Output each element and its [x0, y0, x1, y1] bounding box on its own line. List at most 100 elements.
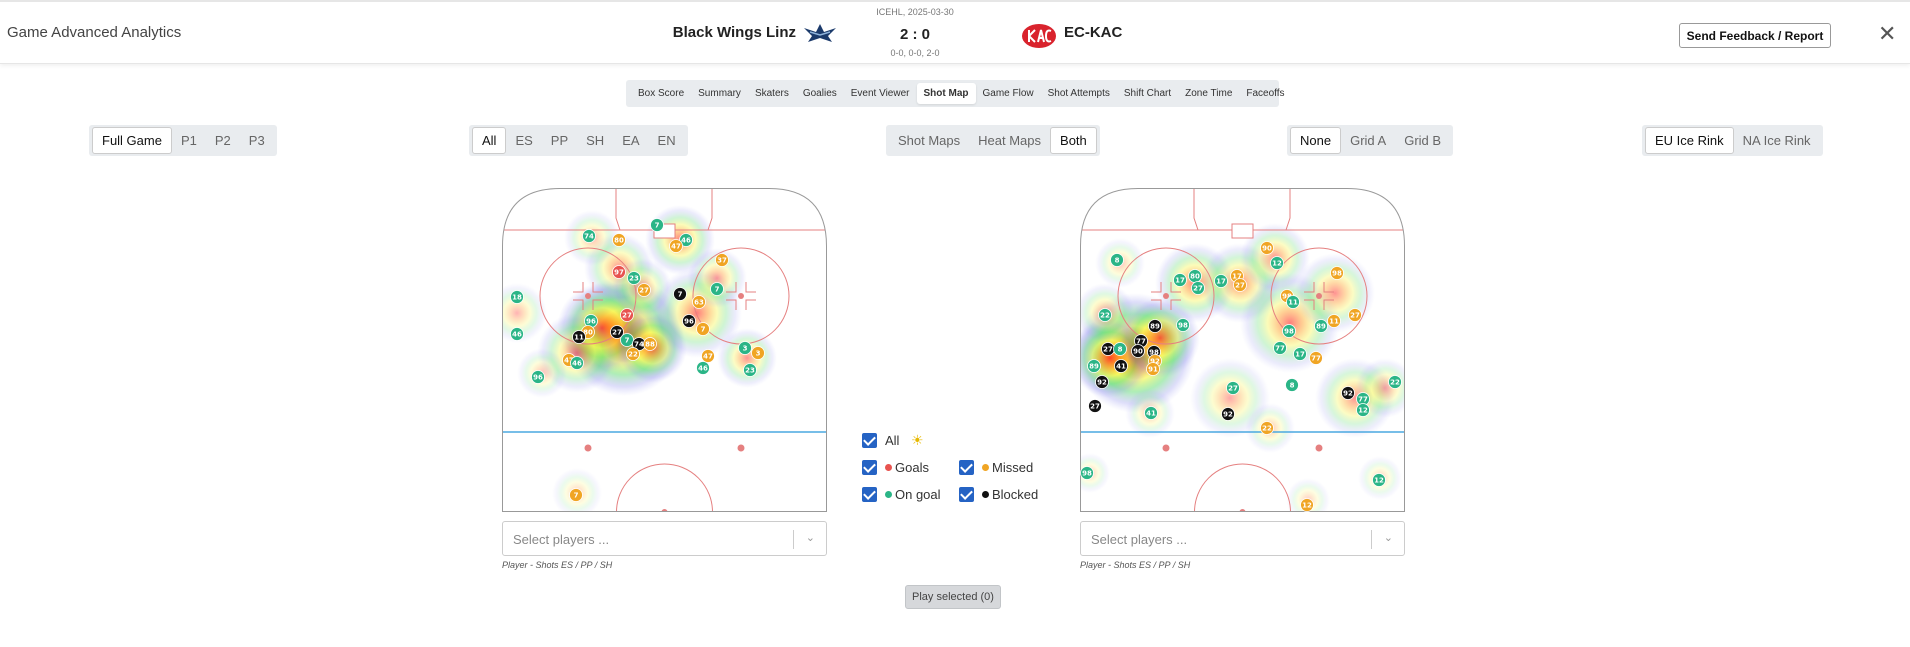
play-selected-button[interactable]: Play selected (0): [905, 585, 1001, 609]
tab-box-score[interactable]: Box Score: [638, 88, 685, 99]
shot-goal-marker[interactable]: 97: [612, 265, 626, 279]
shot-on-goal-marker[interactable]: 11: [1286, 295, 1300, 309]
tab-game-flow[interactable]: Game Flow: [982, 88, 1034, 99]
grid-grid-a-button[interactable]: Grid A: [1350, 133, 1387, 148]
shot-on-goal-marker[interactable]: 41: [1144, 406, 1158, 420]
chevron-down-icon[interactable]: ⌄: [1383, 532, 1393, 544]
shot-blocked-marker[interactable]: 27: [1088, 399, 1102, 413]
shot-on-goal-marker[interactable]: 27: [1226, 381, 1240, 395]
shot-on-goal-marker[interactable]: 89: [1314, 319, 1328, 333]
away-shot-map[interactable]: 8 90 12 98 17 80 27 17 17 27 98 11 11 27 22 89 98 98 89 77 2…: [1080, 188, 1405, 512]
shot-missed-marker[interactable]: 47: [669, 239, 683, 253]
shot-missed-marker[interactable]: 3: [751, 346, 765, 360]
shot-on-goal-marker[interactable]: 89: [1087, 359, 1101, 373]
tab-skaters[interactable]: Skaters: [754, 88, 789, 99]
shot-on-goal-marker[interactable]: 8: [1285, 378, 1299, 392]
shot-on-goal-marker[interactable]: 77: [1273, 341, 1287, 355]
shot-on-goal-marker[interactable]: 7: [710, 282, 724, 296]
goals-checkbox[interactable]: [862, 460, 877, 475]
shot-missed-marker[interactable]: 22: [626, 347, 640, 361]
shot-blocked-marker[interactable]: 27: [1101, 342, 1115, 356]
close-icon[interactable]: ✕: [1878, 21, 1897, 46]
shot-on-goal-marker[interactable]: 46: [510, 327, 524, 341]
shot-blocked-marker[interactable]: 92: [1341, 386, 1355, 400]
map-heat-maps-button[interactable]: Heat Maps: [978, 133, 1042, 148]
shot-missed-marker[interactable]: 27: [1233, 278, 1247, 292]
tab-faceoffs[interactable]: Faceoffs: [1246, 88, 1285, 99]
shot-missed-marker[interactable]: 88: [643, 337, 657, 351]
tab-shift-chart[interactable]: Shift Chart: [1123, 88, 1172, 99]
shot-missed-marker[interactable]: 90: [1260, 241, 1274, 255]
shot-on-goal-marker[interactable]: 8: [1110, 253, 1124, 267]
shot-missed-marker[interactable]: 98: [1330, 266, 1344, 280]
shot-missed-marker[interactable]: 11: [1327, 314, 1341, 328]
shot-on-goal-marker[interactable]: 17: [1293, 347, 1307, 361]
map-both-button[interactable]: Both: [1050, 127, 1097, 154]
shot-missed-marker[interactable]: 47: [701, 349, 715, 363]
shot-on-goal-marker[interactable]: 7: [650, 218, 664, 232]
shot-missed-marker[interactable]: 27: [1348, 308, 1362, 322]
tab-goalies[interactable]: Goalies: [802, 88, 837, 99]
shot-on-goal-marker[interactable]: 8: [1113, 342, 1127, 356]
shot-missed-marker[interactable]: 7: [696, 322, 710, 336]
shot-on-goal-marker[interactable]: 46: [679, 233, 693, 247]
shot-missed-marker[interactable]: 91: [1146, 362, 1160, 376]
shot-missed-marker[interactable]: 63: [692, 295, 706, 309]
strength-es-button[interactable]: ES: [515, 133, 533, 148]
strength-pp-button[interactable]: PP: [550, 133, 569, 148]
shot-on-goal-marker[interactable]: 23: [627, 271, 641, 285]
period-full-game-button[interactable]: Full Game: [92, 127, 172, 154]
shot-missed-marker[interactable]: 77: [1309, 351, 1323, 365]
tab-shot-attempts[interactable]: Shot Attempts: [1047, 88, 1110, 99]
strength-en-button[interactable]: EN: [657, 133, 676, 148]
home-shot-map[interactable]: 7 74 80 46 47 37 97 23 27 7 7 63 18 27 96 96 80 11 27 7 74 88…: [502, 188, 827, 512]
missed-checkbox[interactable]: [959, 460, 974, 475]
shot-on-goal-marker[interactable]: 3: [738, 341, 752, 355]
shot-missed-marker[interactable]: 22: [1260, 421, 1274, 435]
grid-grid-b-button[interactable]: Grid B: [1404, 133, 1442, 148]
strength-sh-button[interactable]: SH: [586, 133, 605, 148]
shot-on-goal-marker[interactable]: 7: [620, 333, 634, 347]
shot-on-goal-marker[interactable]: 98: [1282, 324, 1296, 338]
shot-missed-marker[interactable]: 12: [1300, 498, 1314, 512]
all-checkbox[interactable]: [862, 433, 877, 448]
period-p2-button[interactable]: P2: [214, 133, 231, 148]
shot-on-goal-marker[interactable]: 96: [584, 314, 598, 328]
shot-on-goal-marker[interactable]: 74: [582, 229, 596, 243]
away-player-select[interactable]: Select players ... ⌄: [1080, 521, 1405, 556]
shot-on-goal-marker[interactable]: 17: [1173, 273, 1187, 287]
shot-blocked-marker[interactable]: 96: [682, 314, 696, 328]
shot-on-goal-marker[interactable]: 22: [1098, 308, 1112, 322]
shot-on-goal-marker[interactable]: 98: [1080, 466, 1094, 480]
on-goal-checkbox[interactable]: [862, 487, 877, 502]
shot-missed-marker[interactable]: 27: [637, 283, 651, 297]
shot-blocked-marker[interactable]: 89: [1148, 319, 1162, 333]
send-feedback-button[interactable]: Send Feedback / Report: [1679, 23, 1831, 48]
shot-blocked-marker[interactable]: 92: [1221, 407, 1235, 421]
shot-on-goal-marker[interactable]: 80: [1188, 269, 1202, 283]
shot-on-goal-marker[interactable]: 96: [531, 370, 545, 384]
shot-missed-marker[interactable]: 37: [715, 253, 729, 267]
shot-on-goal-marker[interactable]: 98: [1176, 318, 1190, 332]
home-player-select[interactable]: Select players ... ⌄: [502, 521, 827, 556]
shot-on-goal-marker[interactable]: 23: [743, 363, 757, 377]
blocked-checkbox[interactable]: [959, 487, 974, 502]
shot-on-goal-marker[interactable]: 46: [570, 356, 584, 370]
grid-none-button[interactable]: None: [1290, 127, 1342, 154]
shot-missed-marker[interactable]: 80: [612, 233, 626, 247]
shot-on-goal-marker[interactable]: 12: [1270, 256, 1284, 270]
shot-on-goal-marker[interactable]: 18: [510, 290, 524, 304]
shot-on-goal-marker[interactable]: 22: [1388, 375, 1402, 389]
period-p1-button[interactable]: P1: [180, 133, 197, 148]
rink-na-ice-rink-button[interactable]: NA Ice Rink: [1742, 133, 1811, 148]
shot-on-goal-marker[interactable]: 27: [1191, 281, 1205, 295]
chevron-down-icon[interactable]: ⌄: [805, 532, 815, 544]
rink-eu-ice-rink-button[interactable]: EU Ice Rink: [1645, 127, 1734, 154]
shot-on-goal-marker[interactable]: 17: [1214, 274, 1228, 288]
shot-on-goal-marker[interactable]: 12: [1372, 473, 1386, 487]
tab-shot-map[interactable]: Shot Map: [916, 83, 976, 104]
sun-icon[interactable]: ☀: [911, 432, 924, 448]
tab-zone-time[interactable]: Zone Time: [1185, 88, 1233, 99]
shot-blocked-marker[interactable]: 90: [1131, 344, 1145, 358]
shot-blocked-marker[interactable]: 11: [572, 330, 586, 344]
